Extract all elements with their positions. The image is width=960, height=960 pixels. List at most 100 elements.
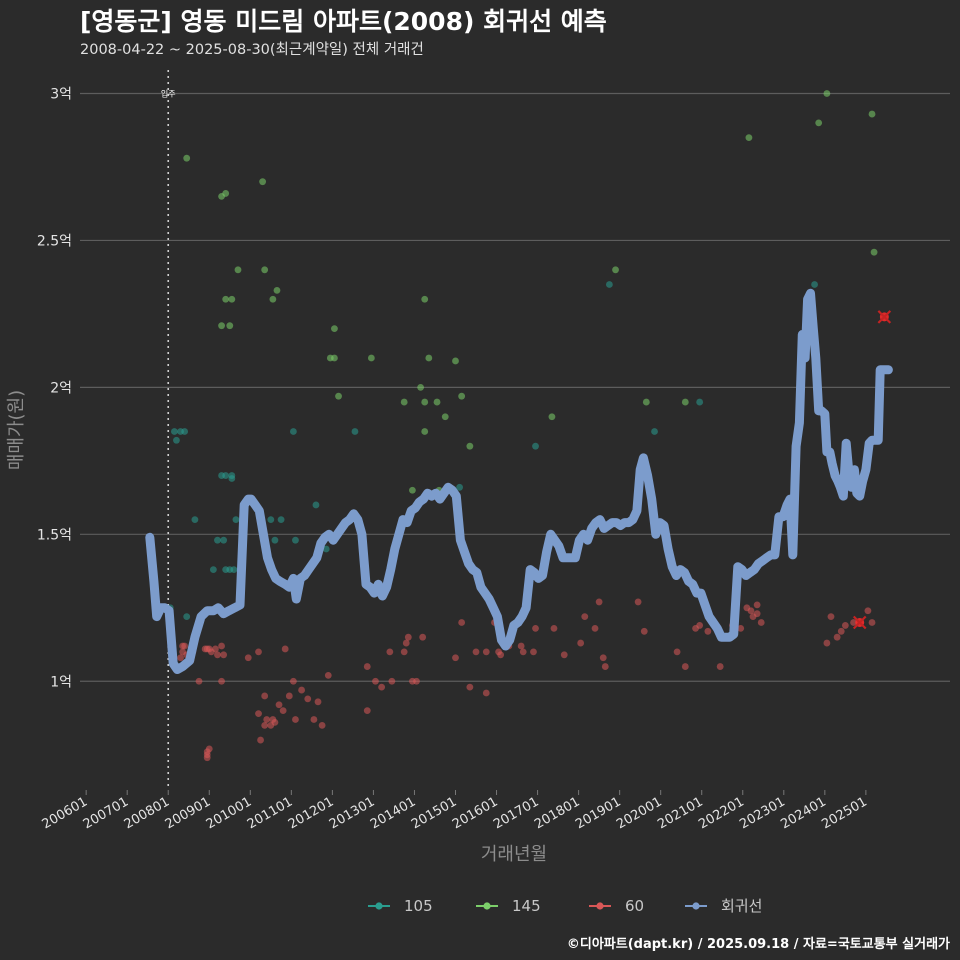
data-point-60 — [458, 619, 466, 626]
data-point-60 — [404, 633, 412, 641]
regression-layer — [145, 288, 893, 674]
data-point-60 — [737, 624, 745, 632]
move-in-label: 입주 — [161, 90, 176, 99]
data-point-60 — [181, 642, 189, 650]
data-point-60 — [837, 627, 845, 635]
legend-label: 회귀선 — [721, 897, 762, 915]
data-point-105 — [222, 472, 230, 479]
data-point-145 — [458, 392, 466, 400]
data-point-145 — [335, 392, 342, 400]
data-point-60 — [595, 598, 603, 606]
data-point-60 — [275, 701, 283, 709]
data-point-145 — [548, 413, 556, 421]
data-point-105 — [605, 281, 613, 288]
data-point-145 — [421, 428, 429, 435]
grid-lines — [80, 92, 950, 682]
data-point-60 — [497, 651, 505, 659]
data-point-105 — [228, 475, 236, 482]
data-point-145 — [642, 398, 650, 406]
data-point-60 — [753, 601, 761, 609]
x-tick-label: 202001 — [614, 794, 664, 832]
data-point-60 — [640, 627, 648, 635]
data-point-145 — [612, 266, 619, 274]
data-point-60 — [841, 622, 849, 629]
data-point-60 — [868, 619, 876, 626]
data-point-60 — [363, 663, 371, 670]
data-point-105 — [267, 516, 275, 524]
data-point-60 — [530, 648, 537, 656]
data-point-60 — [310, 716, 318, 723]
data-point-60 — [289, 677, 297, 685]
data-point-60 — [285, 692, 293, 700]
x-tick-label: 201601 — [450, 794, 500, 832]
data-point-145 — [331, 354, 338, 362]
data-point-60 — [203, 754, 211, 762]
data-point-145 — [433, 398, 441, 406]
data-point-105 — [322, 545, 330, 553]
data-point-60 — [324, 671, 332, 679]
data-point-105 — [696, 398, 704, 406]
legend-swatch-dot — [596, 902, 604, 910]
regression-line — [145, 288, 893, 674]
data-point-60 — [704, 627, 712, 635]
data-point-60 — [753, 610, 761, 618]
x-tick-label: 201101 — [245, 794, 295, 832]
data-point-145 — [222, 190, 230, 197]
data-point-60 — [757, 619, 765, 626]
scatter-points — [166, 90, 878, 762]
x-tick-label: 200801 — [122, 794, 172, 832]
data-point-145 — [466, 442, 474, 450]
data-point-60 — [452, 654, 459, 662]
latest-point-cross — [877, 310, 892, 324]
data-point-60 — [205, 745, 213, 753]
data-point-145 — [868, 110, 876, 118]
data-point-145 — [745, 134, 753, 141]
y-axis-label: 매매가(원) — [6, 390, 27, 470]
legend-label: 60 — [625, 897, 644, 915]
data-point-145 — [823, 90, 831, 97]
data-point-60 — [850, 619, 857, 626]
data-point-105 — [312, 501, 320, 509]
source-caption: ©디아파트(dapt.kr) / 2025.09.18 / 자료=국토교통부 실… — [566, 937, 950, 952]
data-point-105 — [271, 536, 279, 544]
data-point-145 — [421, 398, 429, 406]
x-tick-label: 201901 — [573, 794, 623, 832]
data-point-105 — [289, 428, 297, 435]
data-point-60 — [466, 683, 474, 691]
latest-point-cross — [852, 615, 867, 630]
data-point-60 — [532, 624, 539, 632]
data-point-60 — [255, 648, 262, 656]
data-point-145 — [681, 398, 689, 406]
data-point-60 — [220, 651, 228, 659]
x-tick-label: 201401 — [368, 794, 418, 832]
data-point-105 — [532, 442, 539, 450]
data-point-60 — [244, 654, 252, 662]
chart-title: [영동군] 영동 미드림 아파트(2008) 회귀선 예측 — [80, 7, 607, 36]
data-point-60 — [255, 710, 262, 717]
data-point-105 — [811, 281, 818, 288]
data-point-60 — [519, 648, 527, 656]
x-axis-label: 거래년월 — [481, 844, 547, 865]
x-tick-label: 202101 — [655, 794, 705, 832]
data-point-60 — [864, 607, 872, 615]
data-point-145 — [400, 398, 408, 406]
data-point-145 — [234, 266, 242, 274]
data-point-60 — [195, 677, 203, 685]
data-point-145 — [870, 248, 878, 256]
data-point-60 — [823, 639, 831, 647]
data-point-145 — [228, 295, 236, 303]
data-point-60 — [696, 622, 704, 629]
data-point-145 — [425, 354, 433, 362]
data-point-60 — [218, 677, 225, 685]
data-point-60 — [681, 663, 689, 670]
y-tick-label: 2.5억 — [37, 233, 72, 249]
highlight-layer — [852, 310, 892, 630]
data-point-60 — [827, 613, 835, 621]
annotation-layer: 입주 — [161, 70, 176, 790]
data-point-60 — [634, 598, 642, 606]
x-tick-label: 201001 — [204, 794, 254, 832]
x-tick-label: 202301 — [737, 794, 787, 832]
data-point-105 — [651, 428, 658, 435]
data-point-145 — [259, 178, 267, 186]
